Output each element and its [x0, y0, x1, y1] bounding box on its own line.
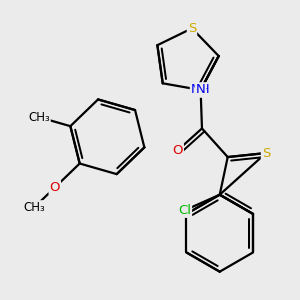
Text: N: N — [196, 83, 206, 97]
Text: CH₃: CH₃ — [23, 201, 45, 214]
Text: Cl: Cl — [178, 204, 191, 217]
Text: O: O — [172, 144, 183, 157]
Text: NH: NH — [191, 83, 210, 97]
Text: S: S — [262, 146, 270, 160]
Text: CH₃: CH₃ — [28, 111, 50, 124]
Text: O: O — [50, 181, 60, 194]
Text: S: S — [188, 22, 196, 35]
